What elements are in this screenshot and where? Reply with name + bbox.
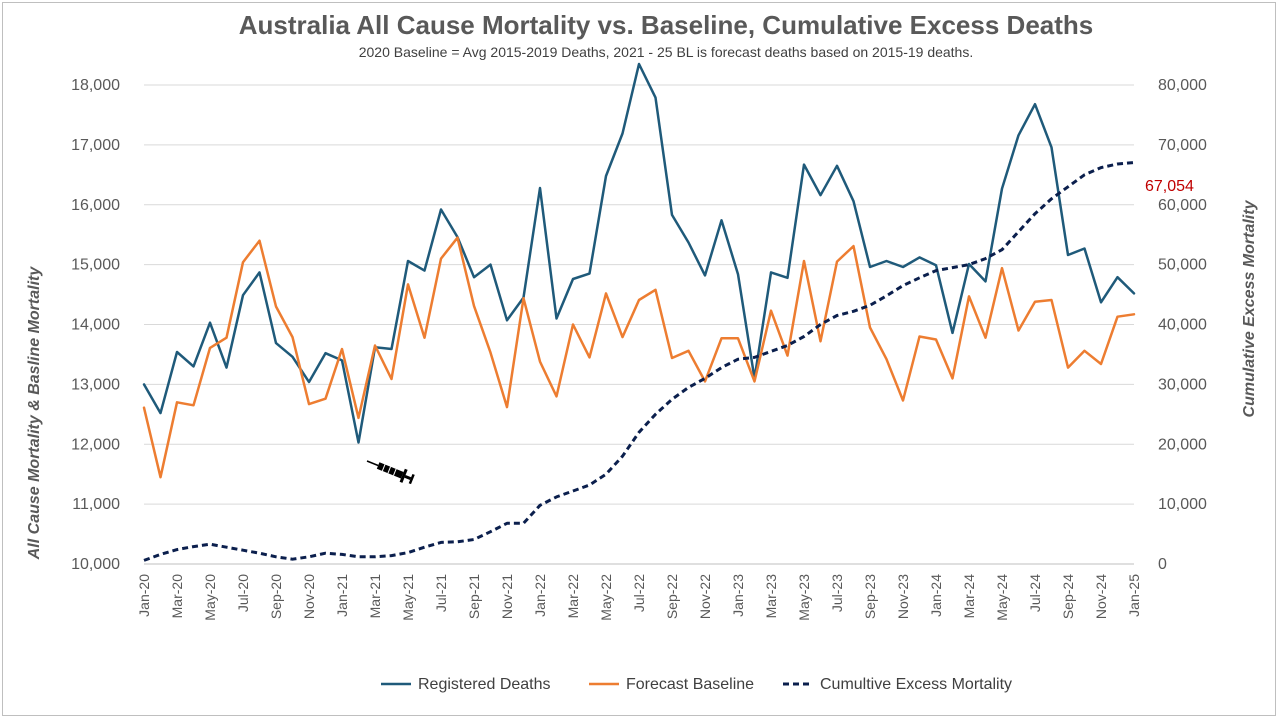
- syringe-icon: [366, 460, 415, 485]
- x-axis-tick-label: May-24: [994, 574, 1010, 621]
- series-line-forecast-baseline: [142, 236, 1136, 479]
- right-axis-ticks: 0 10,000 20,000 30,000 40,000 50,000 60,000 70,…: [1158, 77, 1207, 573]
- chart-title: Australia All Cause Mortality vs. Baseli…: [239, 10, 1093, 40]
- x-axis-tick-label: Sep-22: [664, 574, 680, 619]
- x-axis-tick-label: Jul-20: [235, 574, 251, 612]
- x-axis-tick-label: Mar-24: [961, 574, 977, 619]
- series-line-registered-deaths: [142, 62, 1136, 444]
- legend-label: Registered Deaths: [418, 676, 551, 693]
- x-axis-tick-label: Jul-23: [829, 574, 845, 612]
- x-axis-tick-label: Jan-23: [730, 574, 746, 617]
- x-axis-tick-label: Mar-20: [169, 574, 185, 619]
- series-lines: [142, 62, 1136, 562]
- x-axis-tick-label: Jul-24: [1027, 574, 1043, 612]
- x-axis-tick-label: Jul-21: [433, 574, 449, 612]
- x-axis-tick-label: Sep-21: [466, 574, 482, 619]
- x-axis-tick-label: Sep-20: [268, 574, 284, 619]
- legend-label: Cumultive Excess Mortality: [820, 676, 1012, 693]
- right-axis-tick-label: 10,000: [1158, 496, 1207, 513]
- x-axis-ticks: Jan-20 Mar-20 May-20 Jul-20 Sep-20 Nov-20 Jan-…: [136, 574, 1142, 621]
- right-axis-tick-label: 70,000: [1158, 137, 1207, 154]
- right-axis-tick-label: 30,000: [1158, 376, 1207, 393]
- x-axis-tick-label: Nov-20: [301, 574, 317, 619]
- legend-label: Forecast Baseline: [626, 676, 754, 693]
- x-axis-tick-label: Nov-23: [895, 574, 911, 619]
- chart-subtitle: 2020 Baseline = Avg 2015-2019 Deaths, 20…: [359, 44, 974, 60]
- x-axis-tick-label: Sep-23: [862, 574, 878, 619]
- left-axis-tick-label: 16,000: [71, 197, 120, 214]
- final-cumulative-value-label: 67,054: [1145, 178, 1194, 195]
- x-axis-tick-label: Jan-20: [136, 574, 152, 617]
- x-axis-tick-label: Jan-25: [1126, 574, 1142, 617]
- right-axis-tick-label: 0: [1158, 556, 1167, 573]
- right-axis-title: Cumulative Excess Mortality: [1241, 199, 1258, 417]
- gridlines: [144, 84, 1134, 565]
- x-axis-tick-label: Nov-22: [697, 574, 713, 619]
- x-axis-tick-label: May-22: [598, 574, 614, 621]
- x-axis-tick-label: Jan-21: [334, 574, 350, 617]
- x-axis-tick-label: Mar-23: [763, 574, 779, 619]
- x-axis-tick-label: Mar-21: [367, 574, 383, 619]
- left-axis-tick-label: 14,000: [71, 317, 120, 334]
- x-axis-tick-label: Jan-22: [532, 574, 548, 617]
- chart-canvas: Australia All Cause Mortality vs. Baseli…: [26, 10, 1258, 693]
- right-axis-tick-label: 50,000: [1158, 257, 1207, 274]
- left-axis-tick-label: 11,000: [72, 496, 120, 513]
- left-axis-tick-label: 13,000: [71, 376, 120, 393]
- left-axis-tick-label: 15,000: [71, 257, 120, 274]
- x-axis-tick-label: Sep-24: [1060, 574, 1076, 619]
- x-axis-tick-label: May-21: [400, 574, 416, 621]
- right-axis-tick-label: 40,000: [1158, 317, 1207, 334]
- x-axis-tick-label: Jul-22: [631, 574, 647, 612]
- x-axis-tick-label: Mar-22: [565, 574, 581, 619]
- series-line-cumultive-excess-mortality: [143, 161, 1135, 562]
- left-axis-tick-label: 18,000: [71, 77, 120, 94]
- legend: Registered Deaths Forecast Baseline Cumult…: [381, 676, 1012, 693]
- x-axis-tick-label: Jan-24: [928, 574, 944, 617]
- right-axis-tick-label: 60,000: [1158, 197, 1207, 214]
- right-axis-tick-label: 80,000: [1158, 77, 1207, 94]
- x-axis-tick-label: Nov-24: [1093, 574, 1109, 619]
- x-axis-tick-label: May-23: [796, 574, 812, 621]
- left-axis-tick-label: 10,000: [71, 556, 120, 573]
- x-axis-tick-label: May-20: [202, 574, 218, 621]
- x-axis-tick-label: Nov-21: [499, 574, 515, 619]
- left-axis-tick-label: 17,000: [71, 137, 120, 154]
- right-axis-tick-label: 20,000: [1158, 436, 1207, 453]
- left-axis-tick-label: 12,000: [71, 436, 120, 453]
- left-axis-ticks: 10,000 11,000 12,000 13,000 14,000 15,000 16,0…: [71, 77, 120, 573]
- left-axis-title: All Cause Mortality & Basline Mortality: [26, 266, 43, 561]
